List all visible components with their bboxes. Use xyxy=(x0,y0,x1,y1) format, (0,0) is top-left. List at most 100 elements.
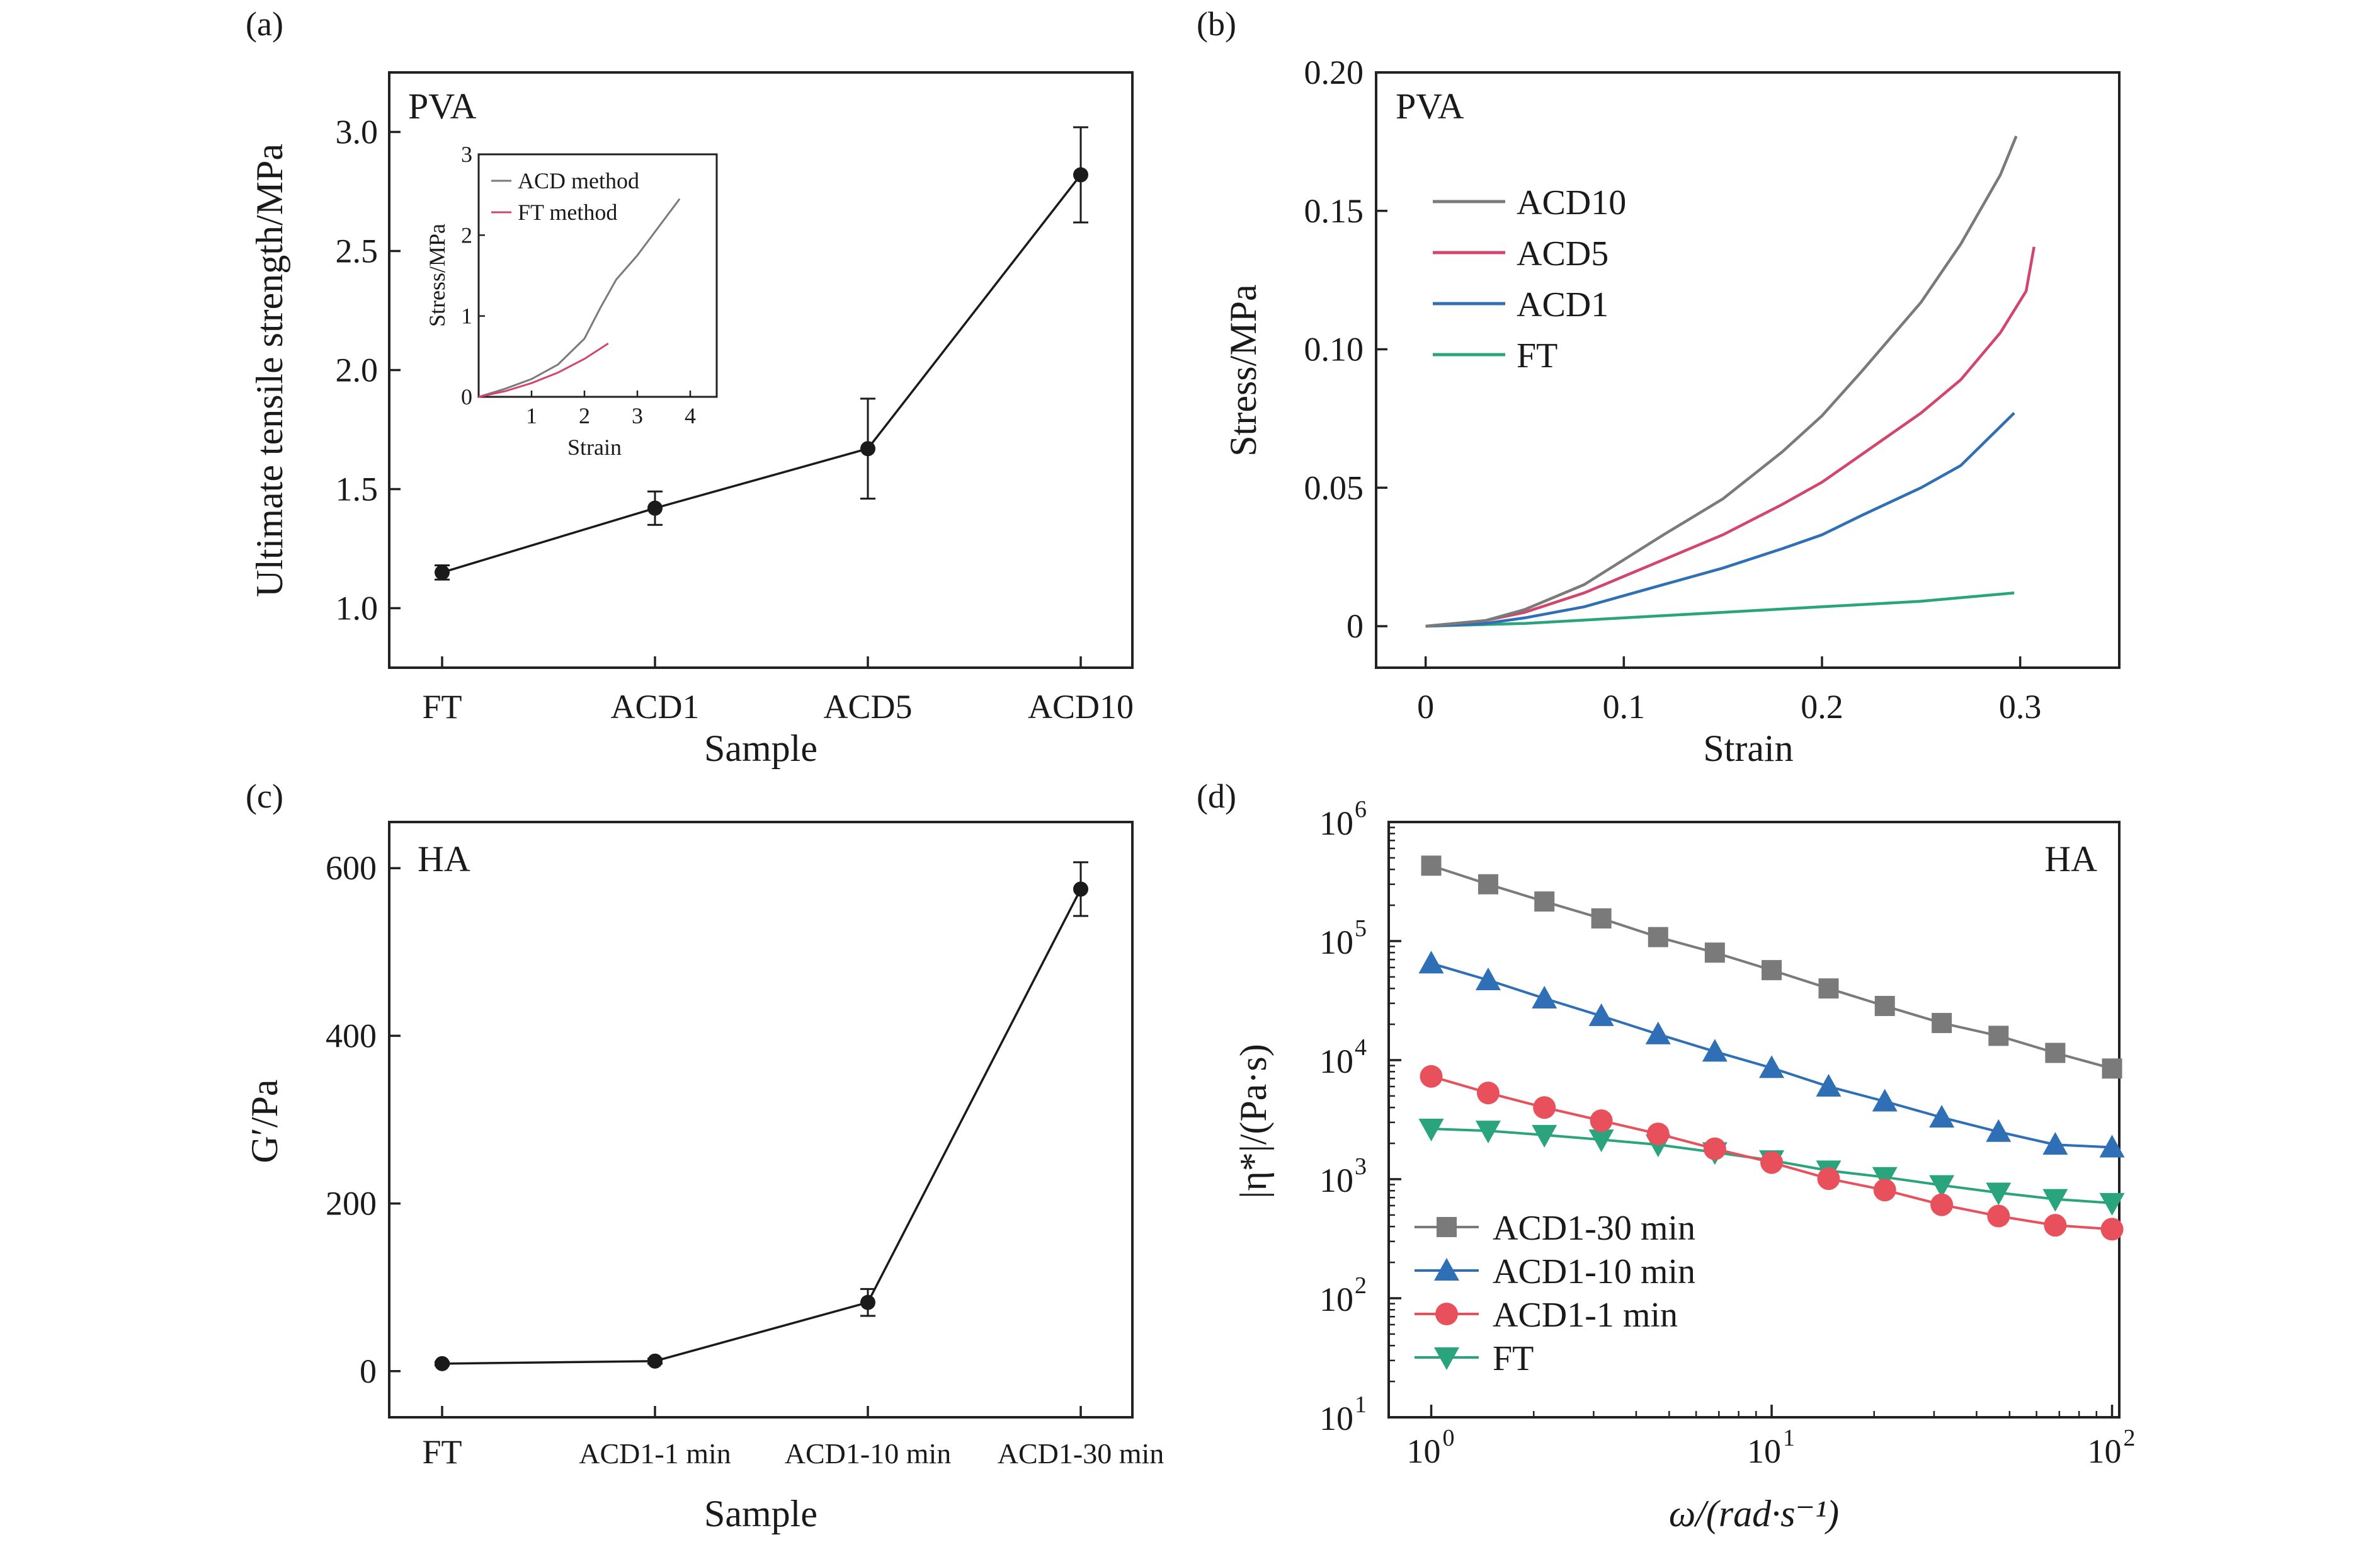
data-point xyxy=(1759,1055,1785,1078)
panel-a-inset: 1 2 3 4 0 1 2 3 ACD method FT method Strain Stres… xyxy=(424,142,718,460)
y-tick-exponent: 1 xyxy=(1355,1391,1367,1418)
x-tick-label: ACD10 xyxy=(1028,688,1134,726)
data-point xyxy=(2042,1132,2068,1155)
x-tick-label: ACD1 xyxy=(610,688,699,726)
inset-series-line xyxy=(478,343,609,398)
inset-x-tick-label: 2 xyxy=(579,403,590,428)
data-point xyxy=(1073,167,1088,183)
data-point xyxy=(1418,951,1444,974)
legend-marker xyxy=(1434,1347,1459,1370)
y-tick-label: 10 xyxy=(1319,804,1353,842)
y-tick-label: 10 xyxy=(1319,1281,1353,1318)
legend-marker xyxy=(1435,1303,1458,1325)
panel-c-title: HA xyxy=(418,838,470,879)
legend-marker xyxy=(1437,1217,1457,1237)
data-point xyxy=(1873,1179,1896,1202)
data-point xyxy=(1418,1119,1444,1142)
data-point xyxy=(1932,1013,1952,1034)
x-tick-label: 0.1 xyxy=(1603,688,1646,726)
panel-b-plot-area: 0 0.1 0.2 0.3 0 0.05 0.10 0.15 0.20 ACD10 ACD5 ACD1… xyxy=(1304,54,2042,726)
y-tick-label: 2.0 xyxy=(336,351,379,389)
legend-label: ACD5 xyxy=(1517,234,1608,273)
inset-series-line xyxy=(478,198,681,398)
data-point xyxy=(1475,1121,1501,1144)
x-tick-label: 0.3 xyxy=(1999,688,2042,726)
panel-d-title: HA xyxy=(2044,838,2097,879)
panel-c-y-axis-label: G′/Pa xyxy=(244,1079,285,1163)
y-tick-label: 2.5 xyxy=(336,232,379,270)
data-point xyxy=(2042,1189,2068,1212)
data-point xyxy=(2099,1134,2125,1158)
data-point xyxy=(2102,1058,2122,1079)
data-point xyxy=(1930,1193,1954,1216)
x-tick-label: ACD1-10 min xyxy=(785,1437,952,1470)
data-point xyxy=(860,1294,875,1310)
data-point xyxy=(1534,891,1555,912)
data-point xyxy=(1818,978,1839,999)
panel-b-y-axis-label: Stress/MPa xyxy=(1222,284,1264,456)
data-point xyxy=(1476,1082,1500,1105)
y-tick-label: 0.20 xyxy=(1304,54,1364,91)
data-point xyxy=(1987,1204,2010,1228)
y-tick-label: 0 xyxy=(360,1352,377,1390)
y-tick-exponent: 3 xyxy=(1355,1153,1367,1180)
data-point xyxy=(1760,1151,1784,1174)
panel-b: (b) PVA 0 0.1 0.2 0.3 0 0.05 0.10 0.15 0.20 ACD10… xyxy=(1197,5,2121,769)
y-tick-label: 0.15 xyxy=(1304,192,1364,230)
inset-x-axis-label: Strain xyxy=(567,435,622,460)
x-tick-label: 10 xyxy=(1407,1432,1441,1470)
inset-y-tick-label: 0 xyxy=(461,384,472,409)
data-point xyxy=(2045,1042,2066,1063)
y-tick-label: 0 xyxy=(1347,607,1364,645)
data-point xyxy=(1421,855,1442,876)
panel-c-plot-frame xyxy=(388,821,1134,1419)
x-tick-exponent: 2 xyxy=(2124,1425,2136,1451)
data-point xyxy=(1872,1088,1898,1112)
x-tick-label: 10 xyxy=(1747,1432,1781,1470)
x-tick-label: ACD5 xyxy=(823,688,912,726)
data-point xyxy=(1588,1129,1614,1153)
data-point xyxy=(1874,996,1895,1017)
x-tick-exponent: 0 xyxy=(1443,1425,1455,1451)
series-line xyxy=(1425,411,2015,628)
data-point xyxy=(1420,1065,1443,1088)
inset-legend-label: FT method xyxy=(518,200,617,225)
panel-c-x-axis-label: Sample xyxy=(704,1493,817,1534)
y-tick-label: 600 xyxy=(326,849,377,887)
series-line xyxy=(441,174,1082,574)
y-tick-label: 200 xyxy=(326,1185,377,1223)
data-point xyxy=(1986,1119,2012,1142)
panel-c: (c) HA 0 200 400 600 FT ACD1-1 min ACD1-10 min… xyxy=(244,777,1164,1534)
x-tick-label: 0 xyxy=(1417,688,1434,726)
panel-d-plot-frame xyxy=(1387,821,2121,1419)
panel-b-plot-frame xyxy=(1375,71,2121,669)
data-point xyxy=(435,564,450,580)
panel-a-title: PVA xyxy=(408,86,477,127)
series-line xyxy=(1425,135,2018,628)
data-point xyxy=(2099,1192,2125,1216)
legend-label: ACD1-1 min xyxy=(1493,1296,1678,1335)
y-tick-label: 10 xyxy=(1319,1162,1353,1199)
data-point xyxy=(1591,908,1612,929)
legend-label: ACD1-10 min xyxy=(1493,1252,1695,1291)
data-point xyxy=(1533,1096,1556,1119)
x-tick-label: FT xyxy=(422,1433,462,1471)
panel-a: (a) PVA 1.0 1.5 2.0 2.5 3.0 FT ACD1 ACD5 ACD10 S… xyxy=(246,5,1134,769)
data-point xyxy=(1646,1122,1670,1146)
panel-d-letter: (d) xyxy=(1197,777,1236,815)
inset-x-tick-label: 3 xyxy=(632,403,643,428)
data-point xyxy=(1478,874,1498,894)
panel-a-x-axis-label: Sample xyxy=(704,728,817,769)
legend-label: FT xyxy=(1517,336,1557,375)
legend-label: ACD1 xyxy=(1517,285,1608,324)
data-point xyxy=(1702,1039,1728,1062)
legend-marker xyxy=(1434,1258,1459,1281)
panel-d-x-axis-label: ω/(rad·s⁻¹) xyxy=(1669,1493,1839,1534)
inset-y-tick-label: 3 xyxy=(461,142,472,167)
data-point xyxy=(1645,1021,1671,1044)
data-point xyxy=(1929,1175,1955,1198)
y-tick-exponent: 6 xyxy=(1355,796,1367,823)
panel-a-y-axis-label: Ultimate tensile strength/MPa xyxy=(249,144,290,597)
y-tick-exponent: 4 xyxy=(1355,1034,1367,1061)
